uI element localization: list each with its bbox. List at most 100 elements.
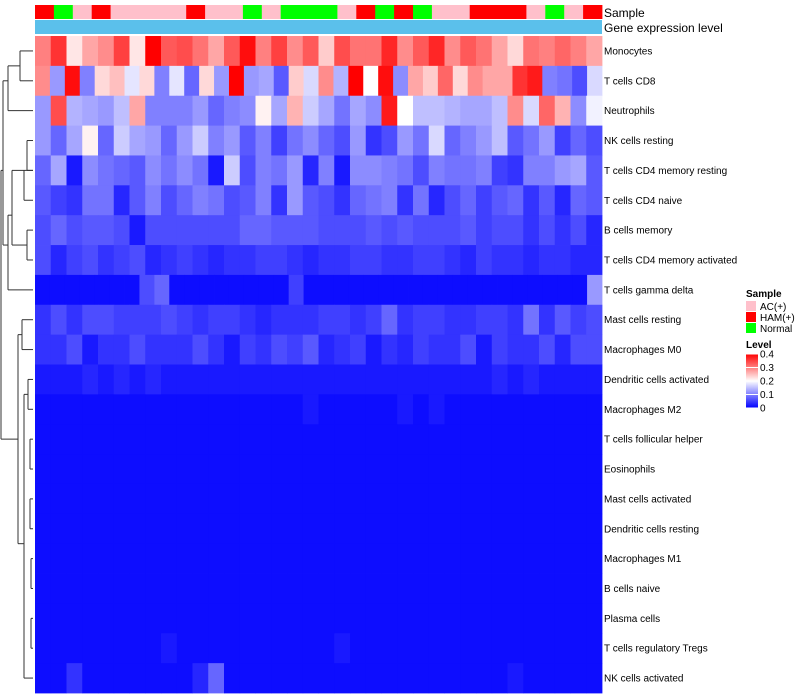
heatmap-cell [302, 424, 319, 455]
heatmap-cell [507, 394, 524, 425]
heatmap-cell [428, 215, 445, 246]
heatmap-cell [192, 454, 209, 485]
heatmap-cell [161, 185, 178, 216]
heatmap-cell [239, 603, 256, 634]
heatmap-cell [161, 245, 178, 276]
heatmap-cell [129, 424, 146, 455]
heatmap-cell [82, 185, 99, 216]
heatmap-cell [239, 424, 256, 455]
heatmap-cell [145, 663, 162, 694]
heatmap-cell [497, 274, 513, 306]
heatmap-cell [302, 125, 319, 156]
heatmap-cell [255, 663, 272, 694]
heatmap-cell [184, 274, 200, 306]
heatmap-cell [350, 95, 367, 126]
heatmap-cell [192, 513, 209, 545]
heatmap-cell [428, 245, 445, 276]
heatmap-cell [145, 95, 162, 126]
heatmap-cell [82, 633, 99, 664]
heatmap-cell [554, 513, 571, 545]
heatmap-cell [35, 334, 52, 365]
heatmap-cell [66, 454, 83, 485]
row-label: B cells memory [604, 226, 672, 237]
heatmap-cell [161, 334, 178, 365]
heatmap-cell [318, 185, 335, 216]
heatmap-cell [523, 304, 540, 336]
heatmap-cell [397, 185, 414, 216]
heatmap-cell [271, 454, 288, 485]
heatmap-cell [413, 215, 430, 246]
heatmap-cell [350, 155, 367, 186]
heatmap-cell [507, 185, 524, 216]
heatmap-cell [271, 125, 288, 156]
heatmap-cell [586, 424, 603, 455]
heatmap-cell [255, 394, 272, 425]
heatmap-cell [169, 65, 185, 97]
legend-sample-label: AC(+) [760, 302, 786, 313]
heatmap-cell [542, 274, 558, 306]
heatmap-cell [82, 573, 99, 604]
heatmap-cell [98, 304, 115, 336]
heatmap-cell [460, 304, 477, 336]
heatmap-cell [491, 334, 508, 365]
heatmap-cell [82, 215, 99, 246]
heatmap-cell [287, 364, 304, 395]
heatmap-cell [208, 633, 225, 664]
heatmap-cell [523, 603, 540, 634]
heatmap-cell [428, 394, 445, 425]
heatmap-cell [365, 633, 382, 664]
heatmap-cell [302, 215, 319, 246]
heatmap-cell [255, 633, 272, 664]
heatmap-cell [507, 543, 524, 574]
heatmap-cell [224, 304, 241, 336]
heatmap-cell [413, 95, 430, 126]
heatmap-cell [239, 483, 256, 515]
heatmap-cell [350, 334, 367, 365]
heatmap-cell [192, 304, 209, 336]
heatmap-cell [413, 125, 430, 156]
heatmap-cell [318, 513, 335, 545]
heatmap-cell [161, 663, 178, 694]
heatmap-cell [350, 36, 367, 67]
heatmap-cell [271, 304, 288, 336]
heatmap-cell [239, 36, 256, 67]
heatmap-cell [491, 663, 508, 694]
legend-sample-swatch [746, 323, 756, 333]
heatmap-cell [428, 95, 445, 126]
sample-annotation-cell [375, 5, 395, 19]
heatmap-cell [491, 36, 508, 67]
heatmap-cell [523, 573, 540, 604]
heatmap-cell [176, 483, 193, 515]
heatmap-cell [365, 394, 382, 425]
heatmap-cell [35, 543, 52, 574]
heatmap-cell [129, 155, 146, 186]
heatmap-cell [318, 424, 335, 455]
heatmap-cell [363, 274, 379, 306]
heatmap-cell [35, 36, 52, 67]
heatmap-cell [98, 424, 115, 455]
heatmap-cell [460, 454, 477, 485]
heatmap-cell [208, 155, 225, 186]
heatmap-cell [239, 394, 256, 425]
heatmap-cell [145, 334, 162, 365]
heatmap-cell [408, 274, 424, 306]
heatmap-cell [350, 663, 367, 694]
heatmap-cell [145, 513, 162, 545]
heatmap-cell [570, 543, 587, 574]
heatmap-cell [302, 304, 319, 336]
sample-annotation-cell [450, 5, 471, 19]
heatmap-cell [397, 424, 414, 455]
heatmap-cell [66, 364, 83, 395]
heatmap-cell [258, 274, 275, 306]
heatmap-cell [82, 543, 99, 574]
heatmap-cell [239, 633, 256, 664]
sample-annotation-cell [413, 5, 433, 19]
heatmap-cell [255, 454, 272, 485]
heatmap-cell [381, 424, 398, 455]
heatmap-cell [271, 155, 288, 186]
heatmap-cell [35, 185, 52, 216]
heatmap-cell [129, 304, 146, 336]
legend-sample-swatch [746, 301, 756, 311]
heatmap-cell [507, 334, 524, 365]
heatmap-cell [365, 364, 382, 395]
